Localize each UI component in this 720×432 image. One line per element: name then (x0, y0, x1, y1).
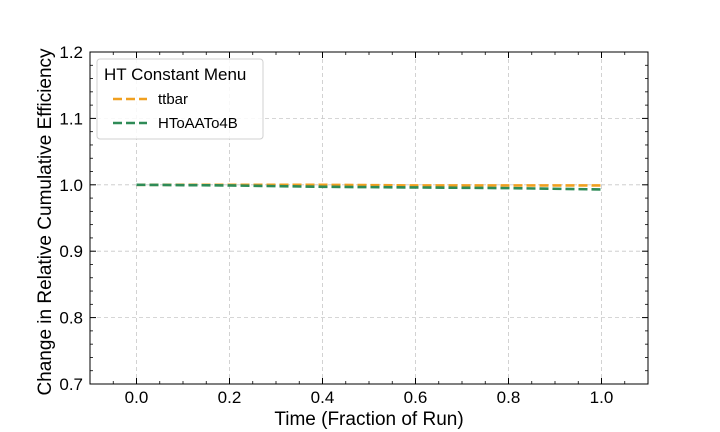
ticks (90, 51, 648, 385)
legend-label-0: ttbar (158, 91, 188, 108)
legend-items: ttbar HToAATo4B (113, 91, 238, 132)
y-tick-label: 1.0 (59, 176, 83, 195)
x-tick-label: 1.0 (590, 388, 614, 407)
x-tick-label: 0.4 (311, 388, 335, 407)
tick-labels: 0.0 0.2 0.4 0.6 0.8 1.0 0.7 0.8 0.9 1.0 1.1 1.2 (59, 43, 613, 407)
legend-label-1: HToAATo4B (158, 115, 238, 132)
x-tick-label: 0.6 (404, 388, 428, 407)
x-tick-label: 0.2 (218, 388, 242, 407)
legend: HT Constant Menu ttbar HToAATo4B (96, 58, 264, 140)
y-tick-label: 1.2 (59, 43, 83, 62)
y-tick-label: 1.1 (59, 109, 83, 128)
x-tick-label: 0.0 (125, 388, 149, 407)
x-axis-label: Time (Fraction of Run) (274, 409, 463, 430)
y-axis-label: Change in Relative Cumulative Efficiency (35, 48, 56, 396)
series-lines (136, 183, 602, 191)
x-tick-label: 0.8 (497, 388, 521, 407)
legend-box (96, 58, 264, 140)
y-tick-label: 0.8 (59, 309, 83, 328)
y-tick-label: 0.7 (59, 375, 83, 394)
y-tick-label: 0.9 (59, 242, 83, 261)
legend-title: HT Constant Menu (104, 65, 246, 84)
